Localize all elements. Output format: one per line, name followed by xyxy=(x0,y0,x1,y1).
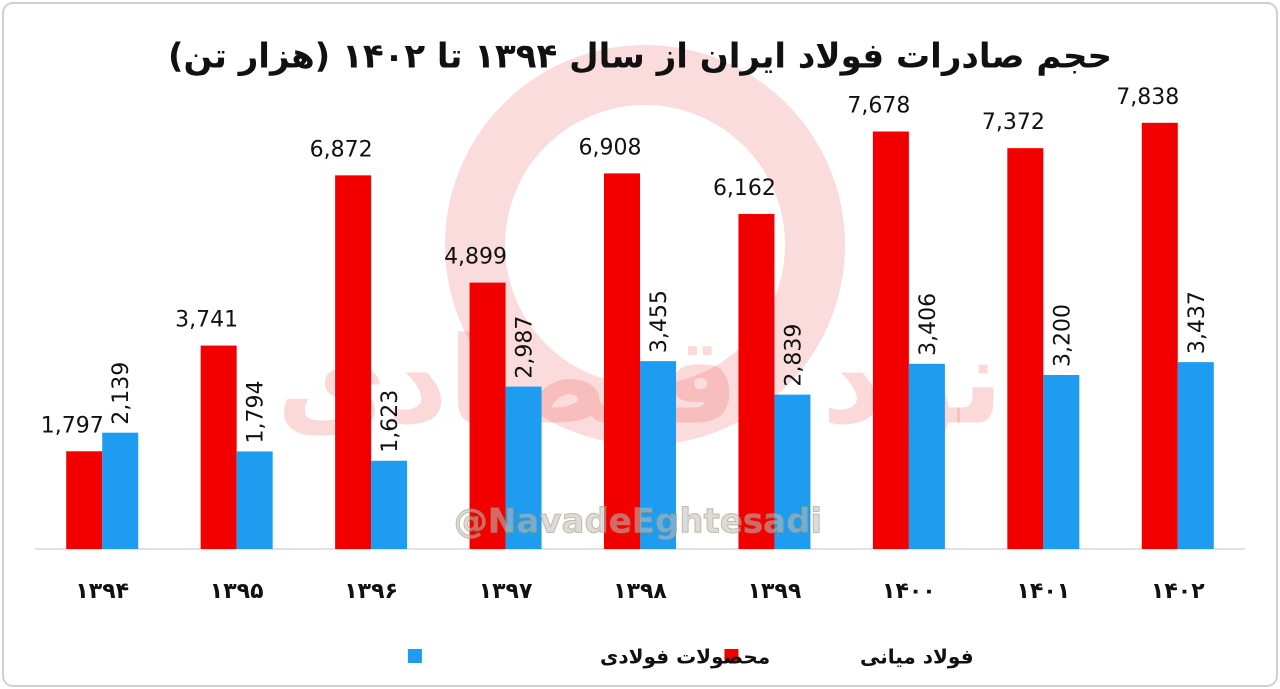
x-tick-label: ۱۴۰۰ xyxy=(882,579,936,604)
bar xyxy=(371,460,408,549)
bar xyxy=(236,451,273,549)
legend-label: فولاد میانی xyxy=(860,645,974,669)
x-tick-label: ۱۳۹۸ xyxy=(613,579,667,604)
bar xyxy=(774,394,811,549)
bar xyxy=(102,432,139,549)
bar xyxy=(1043,375,1080,549)
data-label: 3,455 xyxy=(647,290,672,353)
bar xyxy=(1177,362,1214,549)
data-label: 6,872 xyxy=(310,137,373,162)
x-tick-label: ۱۴۰۲ xyxy=(1151,579,1205,604)
bar xyxy=(66,451,103,549)
x-tick-label: ۱۳۹۵ xyxy=(210,579,264,604)
data-label: 2,139 xyxy=(109,362,134,425)
chart-title: حجم صادرات فولاد ایران از سال ۱۳۹۴ تا ۱۴… xyxy=(168,37,1112,77)
bar xyxy=(1007,148,1044,549)
data-label: 2,839 xyxy=(781,324,806,387)
data-label: 3,200 xyxy=(1050,304,1075,367)
data-label: 7,838 xyxy=(1116,85,1179,110)
bar xyxy=(872,131,909,550)
x-tick-label: ۱۴۰۱ xyxy=(1016,579,1070,604)
data-label: 4,899 xyxy=(444,245,507,270)
data-label: 1,797 xyxy=(41,413,104,438)
data-label: 1,623 xyxy=(378,390,403,453)
x-tick-label: ۱۳۹۹ xyxy=(748,579,802,604)
bar xyxy=(1141,122,1178,549)
bar xyxy=(908,363,945,549)
legend: فولاد میانی محصولات فولادی xyxy=(407,645,974,669)
bar xyxy=(738,213,775,549)
data-label: 6,908 xyxy=(579,135,642,160)
bar xyxy=(200,345,237,549)
bar xyxy=(335,175,372,549)
data-label: 7,678 xyxy=(847,94,910,119)
x-tick-label: ۱۳۹۷ xyxy=(479,579,533,604)
watermark: @NavadeEghtesadi xyxy=(454,502,822,542)
data-label: 6,162 xyxy=(713,176,776,201)
bar xyxy=(604,173,640,549)
bar xyxy=(505,386,542,549)
data-label: 2,987 xyxy=(513,316,538,379)
data-label: 1,794 xyxy=(244,380,269,443)
bar xyxy=(640,361,676,549)
bar xyxy=(469,282,506,549)
legend-swatch xyxy=(724,649,739,663)
x-tick-label: ۱۳۹۶ xyxy=(344,579,398,604)
data-label: 3,437 xyxy=(1185,291,1210,354)
data-label: 3,406 xyxy=(916,293,941,356)
legend-swatch xyxy=(407,649,422,663)
data-label: 3,741 xyxy=(175,308,238,333)
data-label: 7,372 xyxy=(982,110,1045,135)
legend-label: محصولات فولادی xyxy=(600,645,770,669)
x-tick-label: ۱۳۹۴ xyxy=(75,579,129,604)
